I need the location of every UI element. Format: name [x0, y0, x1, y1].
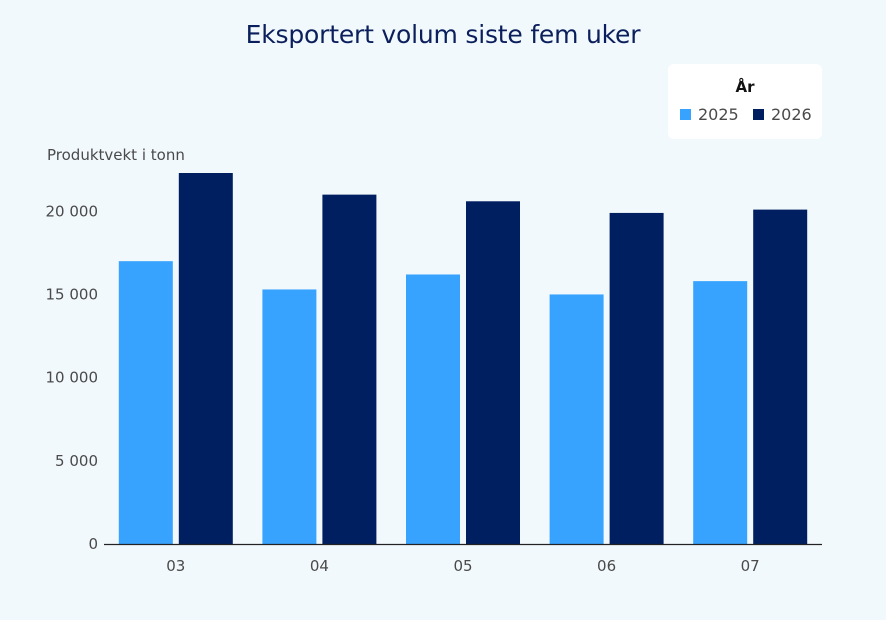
bar-2025-07[interactable] [693, 281, 748, 544]
y-axis-label: Produktvekt i tonn [47, 146, 185, 164]
legend-swatch-2025 [680, 109, 691, 120]
bar-2026-07[interactable] [753, 209, 808, 544]
bar-2026-03[interactable] [178, 173, 233, 544]
y-tick-label: 5 000 [55, 452, 98, 470]
chart-title: Eksportert volum siste fem uker [245, 20, 641, 49]
legend-title: År [735, 78, 755, 96]
x-tick-label-05: 05 [453, 557, 472, 575]
bar-2025-04[interactable] [262, 289, 317, 544]
bar-2025-06[interactable] [549, 294, 604, 544]
y-tick-label: 20 000 [46, 202, 99, 220]
x-tick-label-07: 07 [741, 557, 760, 575]
y-tick-label: 15 000 [46, 285, 99, 303]
legend-label-2025: 2025 [698, 105, 739, 124]
legend-item-2025[interactable]: 2025 [680, 105, 739, 124]
bar-2026-04[interactable] [322, 194, 377, 544]
x-tick-label-06: 06 [597, 557, 616, 575]
x-tick-label-03: 03 [166, 557, 185, 575]
legend-label-2026: 2026 [771, 105, 812, 124]
bar-2026-06[interactable] [609, 212, 664, 544]
bar-2025-03[interactable] [118, 261, 173, 544]
y-tick-label: 10 000 [46, 369, 99, 387]
x-tick-label-04: 04 [310, 557, 329, 575]
legend: År 2025 2026 [668, 64, 822, 139]
legend-swatch-2026 [753, 109, 764, 120]
legend-item-2026[interactable]: 2026 [753, 105, 812, 124]
bar-2026-05[interactable] [466, 201, 520, 544]
bar-2025-05[interactable] [406, 274, 460, 544]
y-tick-label: 0 [88, 535, 98, 553]
